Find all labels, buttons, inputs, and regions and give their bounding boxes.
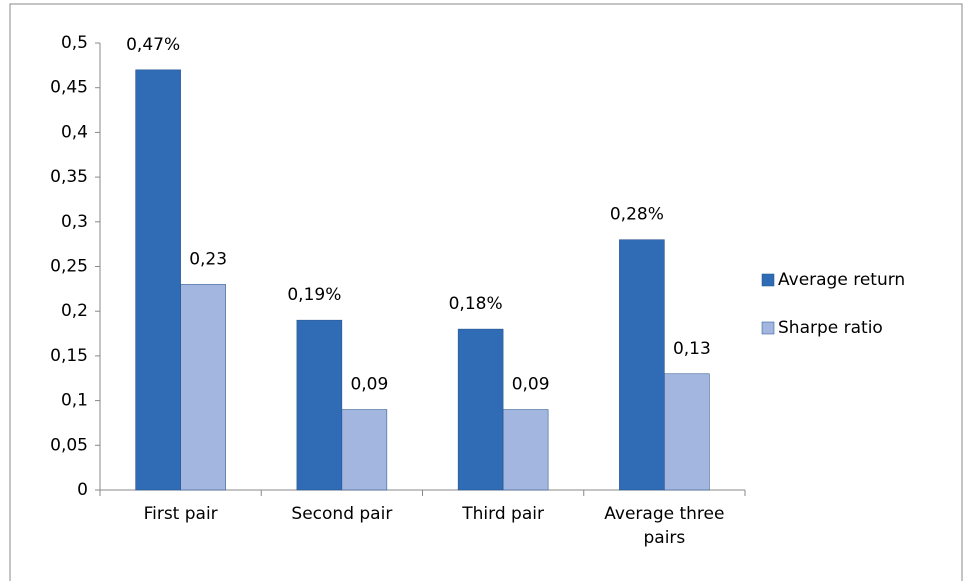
x-tick-label-box: Second pair xyxy=(291,504,393,524)
y-tick-label: 0,2 xyxy=(61,301,88,321)
x-tick-label: Average three pairs xyxy=(604,504,725,548)
x-tick-label: Third pair xyxy=(462,504,544,524)
value-label: 0,13 xyxy=(673,339,711,359)
value-label: 0,28% xyxy=(610,205,664,225)
y-tick-label: 0 xyxy=(77,480,88,500)
value-label: 0,19% xyxy=(287,285,341,305)
bar xyxy=(502,409,549,491)
value-label: 0,09 xyxy=(512,375,550,395)
y-tick-label: 0,5 xyxy=(61,33,88,53)
value-label: 0,09 xyxy=(350,375,388,395)
y-tick-label: 0,1 xyxy=(61,391,88,411)
y-tick-label: 0,45 xyxy=(50,78,88,98)
y-tick-label: 0,3 xyxy=(61,212,88,232)
bar xyxy=(341,409,388,491)
x-tick-label-box: Third pair xyxy=(462,504,544,524)
x-tick-label-box: Average three pairs xyxy=(604,504,725,548)
value-label: 0,23 xyxy=(189,249,227,269)
bar xyxy=(180,284,226,491)
value-label: 0,47% xyxy=(126,35,180,55)
bar xyxy=(619,239,665,491)
legend-label: Average return xyxy=(778,270,905,290)
x-tick-label-box: First pair xyxy=(143,504,218,524)
legend-swatch xyxy=(761,321,775,335)
x-tick-label: First pair xyxy=(143,504,218,524)
y-tick-label: 0,05 xyxy=(50,435,88,455)
legend-swatch xyxy=(761,273,775,287)
bar xyxy=(135,69,181,491)
bar xyxy=(457,328,504,491)
y-tick-label: 0,25 xyxy=(50,257,88,277)
y-tick-label: 0,35 xyxy=(50,167,88,187)
bar xyxy=(664,373,710,491)
legend-label: Sharpe ratio xyxy=(778,318,883,338)
value-label: 0,18% xyxy=(449,294,503,314)
y-tick-label: 0,15 xyxy=(50,346,88,366)
y-tick-label: 0,4 xyxy=(61,122,88,142)
bar xyxy=(296,319,343,491)
x-tick-label: Second pair xyxy=(291,504,393,524)
